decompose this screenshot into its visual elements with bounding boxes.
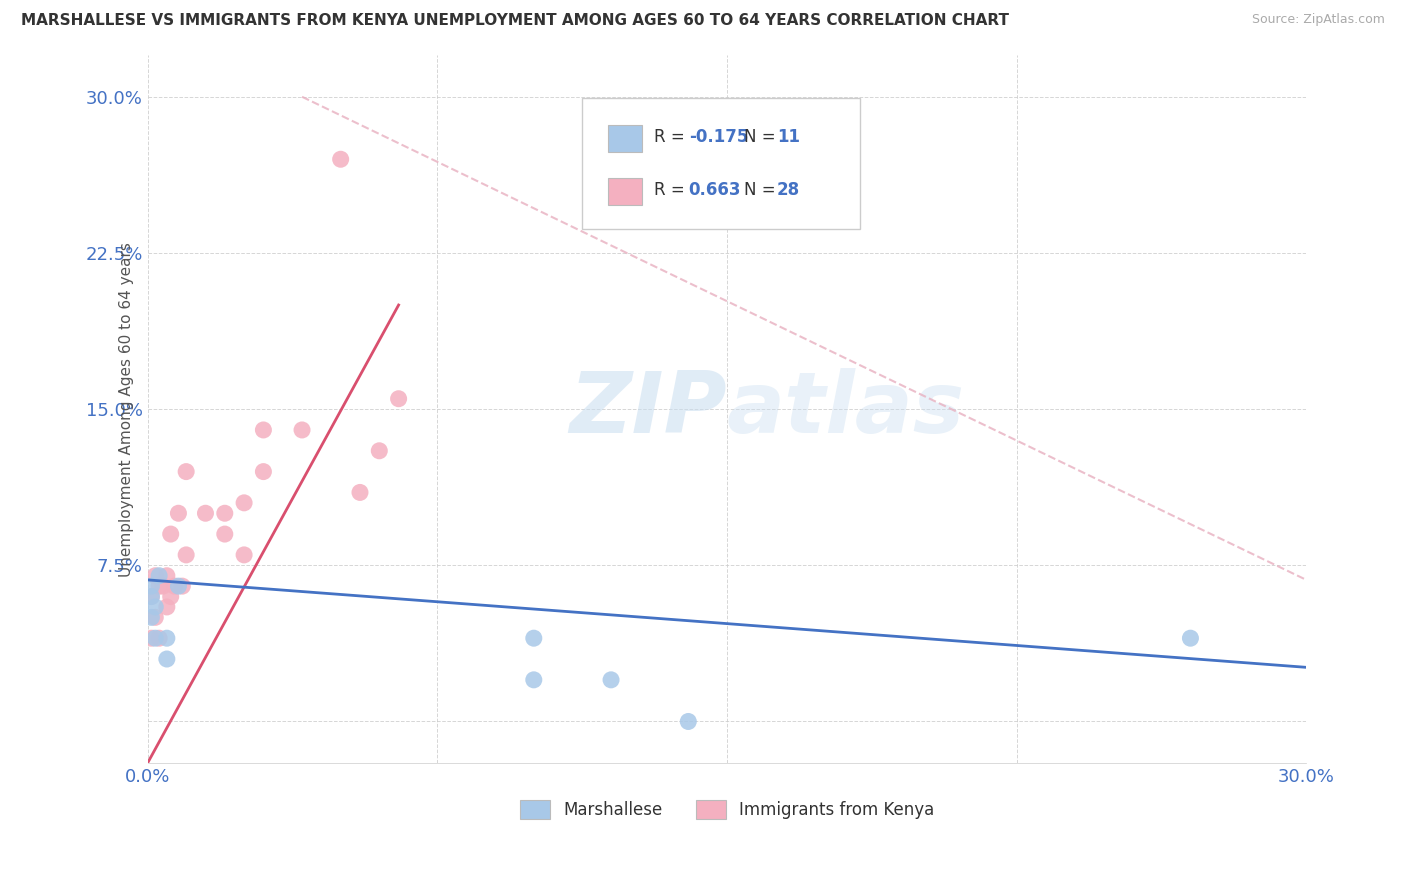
FancyBboxPatch shape [607, 178, 643, 205]
Text: 0.663: 0.663 [689, 181, 741, 199]
Text: 28: 28 [776, 181, 800, 199]
Legend: Marshallese, Immigrants from Kenya: Marshallese, Immigrants from Kenya [513, 793, 941, 826]
Text: R =: R = [654, 181, 690, 199]
Text: 11: 11 [776, 128, 800, 145]
Point [163, 579, 186, 593]
Text: Source: ZipAtlas.com: Source: ZipAtlas.com [1251, 13, 1385, 27]
Point [174, 548, 197, 562]
Point [368, 443, 391, 458]
Point [214, 527, 236, 541]
Point [156, 652, 179, 666]
Point [141, 579, 163, 593]
Point [143, 610, 166, 624]
Point [678, 714, 700, 729]
Point [167, 506, 190, 520]
Point [156, 631, 179, 645]
Point [252, 465, 274, 479]
Point [388, 392, 411, 406]
Point [1180, 631, 1202, 645]
Point [291, 423, 314, 437]
Point [233, 496, 256, 510]
Text: N =: N = [744, 128, 782, 145]
Point [148, 631, 170, 645]
Point [148, 568, 170, 582]
Point [349, 485, 371, 500]
Point [141, 590, 163, 604]
Point [172, 579, 194, 593]
Text: R =: R = [654, 128, 690, 145]
Point [156, 599, 179, 614]
Point [143, 599, 166, 614]
Point [523, 631, 546, 645]
FancyBboxPatch shape [607, 125, 643, 153]
Text: atlas: atlas [727, 368, 965, 450]
Point [152, 579, 174, 593]
Point [159, 527, 181, 541]
Point [233, 548, 256, 562]
Text: N =: N = [744, 181, 782, 199]
Point [141, 631, 163, 645]
Point [156, 568, 179, 582]
Point [174, 465, 197, 479]
Point [143, 631, 166, 645]
Point [141, 610, 163, 624]
Text: -0.175: -0.175 [689, 128, 748, 145]
Point [329, 153, 352, 167]
Point [194, 506, 217, 520]
Point [167, 579, 190, 593]
Text: ZIP: ZIP [569, 368, 727, 450]
Point [214, 506, 236, 520]
FancyBboxPatch shape [582, 97, 860, 228]
Point [148, 579, 170, 593]
Point [159, 590, 181, 604]
Point [141, 590, 163, 604]
Point [143, 568, 166, 582]
Point [523, 673, 546, 687]
Text: MARSHALLESE VS IMMIGRANTS FROM KENYA UNEMPLOYMENT AMONG AGES 60 TO 64 YEARS CORR: MARSHALLESE VS IMMIGRANTS FROM KENYA UNE… [21, 13, 1010, 29]
Point [600, 673, 623, 687]
Y-axis label: Unemployment Among Ages 60 to 64 years: Unemployment Among Ages 60 to 64 years [118, 242, 134, 576]
Point [252, 423, 274, 437]
